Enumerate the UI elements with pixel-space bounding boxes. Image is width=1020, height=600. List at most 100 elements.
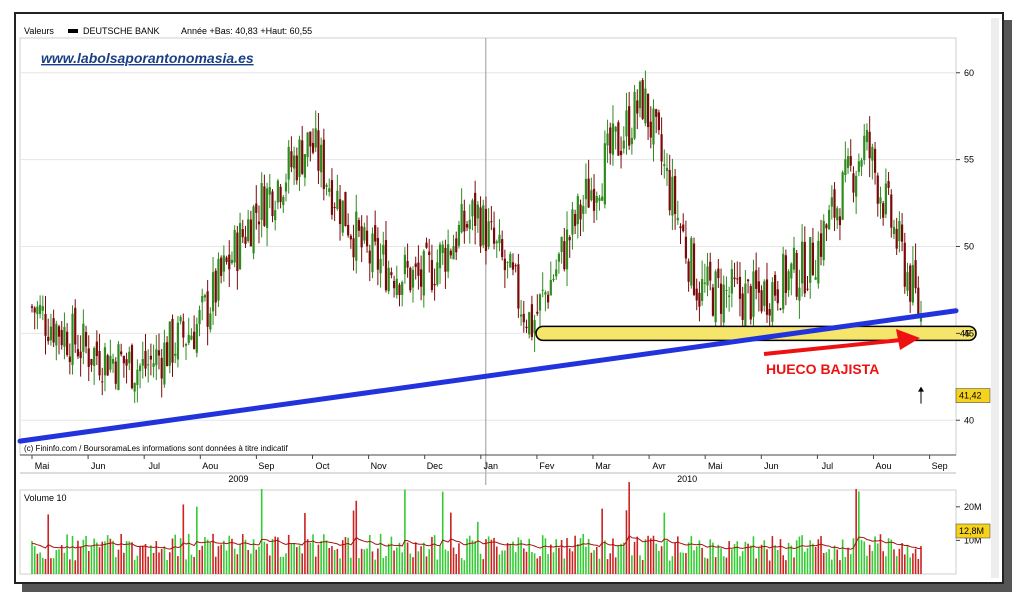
volume-bar [220, 544, 222, 574]
price-candle-body [47, 336, 50, 342]
price-candle-body [752, 271, 755, 317]
volume-bar [33, 546, 36, 574]
volume-bar [731, 549, 733, 574]
volume-bar [863, 541, 866, 574]
price-candle-body [798, 287, 801, 301]
volume-bar [517, 537, 520, 574]
price-candle-body [36, 306, 39, 315]
volume-bar [277, 537, 279, 574]
volume-bar [809, 540, 812, 574]
volume-bar [577, 543, 579, 574]
volume-bar [60, 545, 63, 574]
volume-bar [509, 543, 512, 574]
price-candle-body [511, 262, 515, 270]
price-candle-body [790, 263, 793, 279]
price-candle-body [860, 160, 863, 167]
price-candle-body [830, 197, 833, 207]
price-candle-body [628, 106, 631, 146]
volume-bar [79, 546, 82, 574]
volume-bar [366, 548, 368, 574]
price-candle-body [509, 254, 512, 268]
volume-bar [768, 560, 771, 574]
price-candle-body [71, 313, 74, 366]
price-candle-body [109, 355, 112, 370]
volume-bar [171, 538, 174, 574]
volume-bar [585, 546, 587, 574]
x-month-label: Sep [258, 461, 274, 471]
price-candle-body [336, 190, 339, 209]
volume-bar [255, 549, 258, 574]
volume-bar [147, 556, 149, 574]
volume-bar [166, 560, 168, 574]
price-candle-body [536, 311, 539, 314]
price-candle-body [506, 261, 509, 263]
price-candle-body [584, 178, 588, 200]
volume-bar [96, 542, 98, 574]
price-candle-body [379, 258, 382, 274]
volume-bar [571, 551, 574, 574]
price-candle-body [900, 224, 904, 242]
x-month-label: Sep [932, 461, 948, 471]
price-candle-body [138, 365, 142, 372]
price-candle-body [636, 100, 639, 114]
price-candle-body [476, 204, 479, 219]
volume-bar [882, 551, 884, 574]
price-candle-body [233, 229, 236, 263]
volume-bar [217, 546, 220, 574]
price-candle-body [238, 223, 242, 270]
price-candle-body [325, 184, 328, 187]
price-candle-body [417, 262, 420, 276]
price-candle-body [255, 203, 258, 213]
price-candle-body [625, 110, 628, 137]
price-candle-body [682, 224, 685, 232]
last-price-marker-head [918, 386, 924, 392]
volume-bar [887, 538, 890, 574]
price-candle-body [736, 278, 739, 280]
x-month-label: Mai [708, 461, 723, 471]
price-candle-body [182, 321, 185, 338]
volume-bar [533, 553, 536, 574]
volume-bar [55, 549, 58, 574]
price-candle-body [528, 312, 531, 335]
price-candle-body [447, 244, 450, 272]
volume-bar [463, 560, 466, 574]
volume-bar [379, 533, 382, 574]
price-candle-body [633, 91, 636, 139]
volume-bar [163, 546, 166, 574]
price-candle-body [857, 161, 860, 172]
x-month-label: Nov [371, 461, 388, 471]
volume-bar [668, 560, 671, 574]
volume-bar [363, 549, 366, 574]
price-candle-body [644, 88, 647, 124]
watermark-link[interactable]: www.labolsaporantonomasia.es [41, 50, 254, 66]
volume-bar [290, 544, 293, 574]
volume-bar [385, 556, 387, 574]
volume-bar [225, 550, 228, 574]
price-candle-body [190, 335, 193, 340]
price-candle-body [517, 264, 520, 309]
volume-bar [417, 551, 420, 574]
price-candle-body [611, 123, 615, 155]
price-candle-body [79, 351, 82, 359]
price-candle-body [247, 219, 250, 242]
volume-bar [50, 558, 52, 574]
price-candle-body [290, 151, 293, 168]
price-candle-body [814, 277, 817, 280]
price-tick-label: 60 [964, 68, 974, 78]
volume-bar [371, 551, 374, 574]
x-month-label: Oct [315, 461, 330, 471]
price-candle-body [757, 281, 760, 293]
volume-tick-label: 10M [964, 535, 982, 545]
volume-bar [666, 540, 668, 574]
price-candle-body [541, 289, 544, 291]
price-candle-body [471, 200, 474, 217]
price-candle-body [838, 216, 842, 226]
volume-bar [485, 539, 487, 574]
volume-bar [285, 553, 287, 574]
volume-bar [444, 549, 447, 574]
x-month-label: Mar [595, 461, 611, 471]
volume-bar [182, 504, 185, 574]
hueco-annotation: HUECO BAJISTA [766, 361, 879, 377]
price-candle-body [122, 355, 125, 364]
right-strip [991, 18, 999, 578]
